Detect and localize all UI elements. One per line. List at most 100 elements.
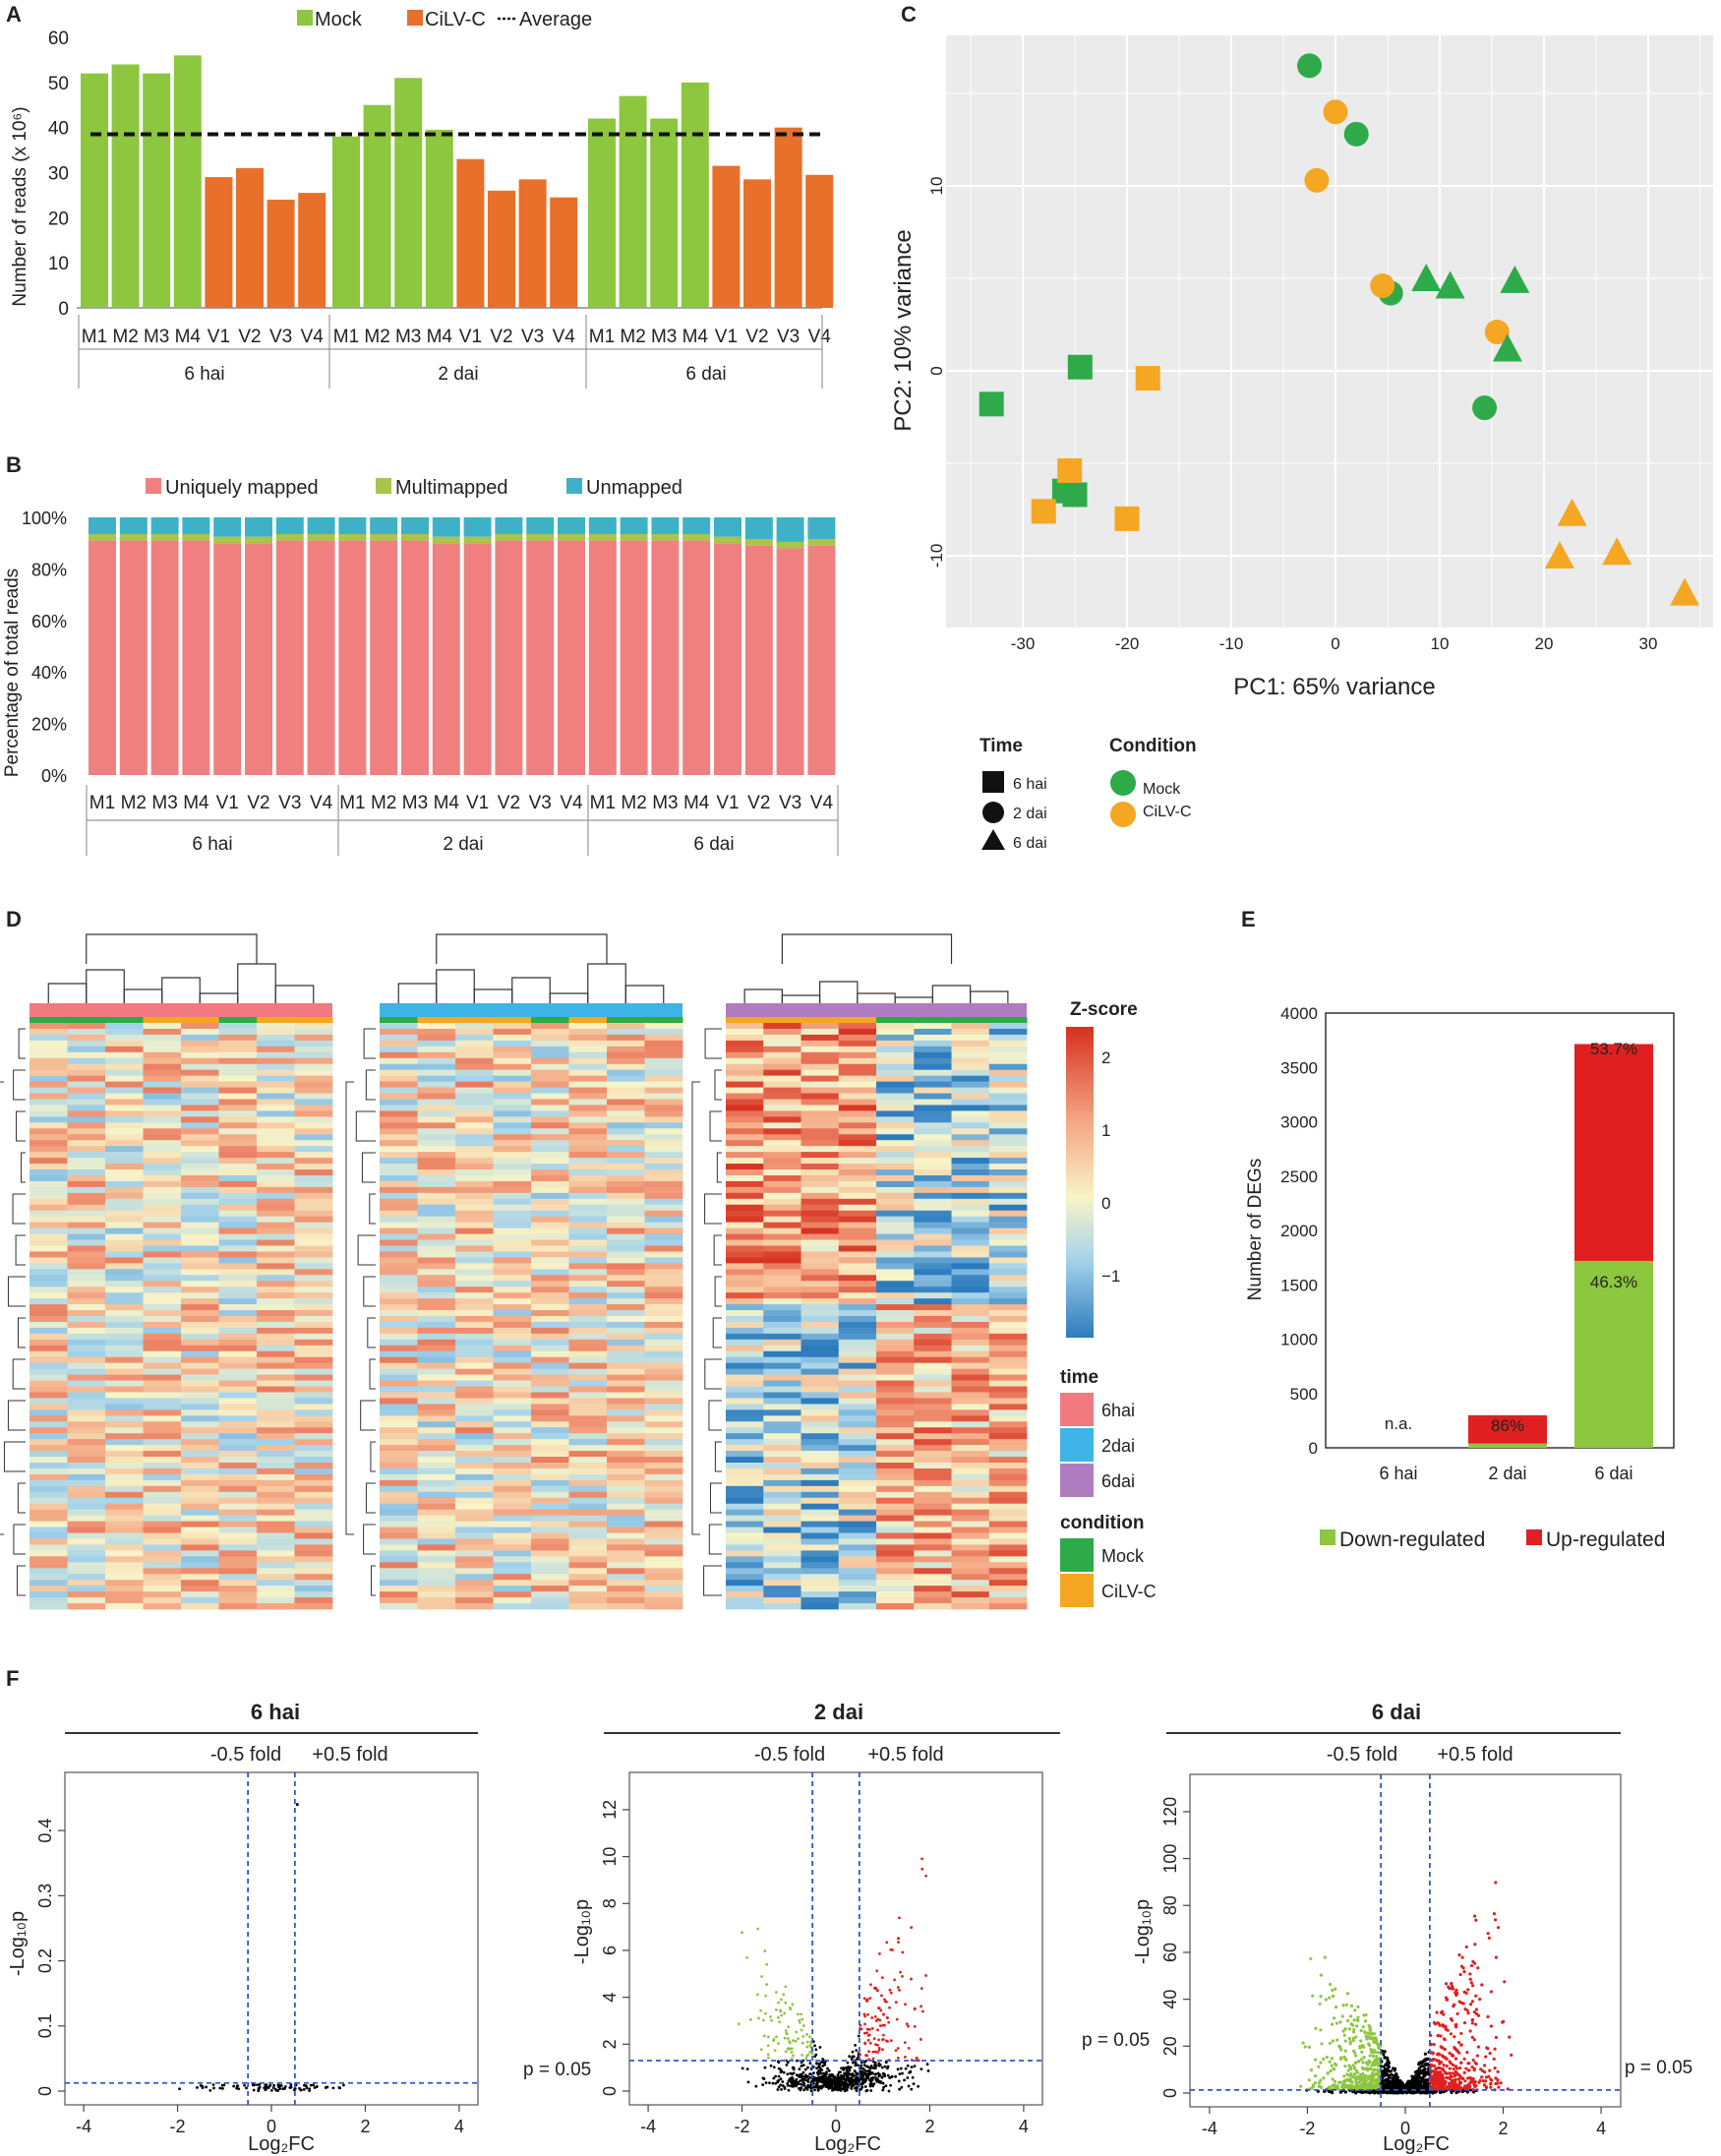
column-dendrogram-branch — [743, 988, 783, 1003]
row-dendrogram-branch — [363, 1028, 376, 1059]
panel-a-ytick: 10 — [48, 254, 69, 274]
heatmap-cell — [67, 1251, 106, 1258]
heatmap-cell — [726, 1204, 764, 1212]
heatmap-cell — [455, 1427, 494, 1434]
heatmap-cell — [105, 1415, 144, 1422]
heatmap-cell — [951, 1409, 990, 1416]
volcano-point — [806, 2066, 809, 2069]
heatmap-cell — [914, 1562, 952, 1569]
heatmap-cell — [294, 1532, 333, 1539]
heatmap-cell — [257, 1503, 295, 1511]
volcano-point — [1333, 2016, 1336, 2020]
heatmap-cell — [801, 1485, 840, 1493]
heatmap-cell — [493, 1497, 532, 1505]
panel-b-bar-unmapped — [807, 517, 836, 540]
volcano-point — [1446, 2028, 1450, 2032]
panel-b-bar-unmapped — [495, 517, 523, 535]
heatmap-cell — [644, 1409, 683, 1416]
heatmap-cell — [876, 1568, 915, 1575]
heatmap-cell — [914, 1451, 952, 1458]
volcano-point — [1425, 2078, 1430, 2082]
heatmap-cell — [30, 1169, 68, 1176]
heatmap-cell — [876, 1110, 915, 1117]
heatmap-cell — [801, 1439, 840, 1446]
panel-b-bar-multi — [245, 536, 272, 544]
heatmap-cell — [181, 1321, 219, 1329]
heatmap-cell — [30, 1140, 68, 1147]
heatmap-cell — [455, 1339, 494, 1347]
panel-b-bar-unmapped — [588, 517, 617, 535]
panel-c-xtick: -10 — [1219, 634, 1244, 653]
heatmap-cell — [143, 1415, 182, 1422]
heatmap-cell — [257, 1362, 295, 1370]
heatmap-cell — [143, 1404, 182, 1410]
panel-e-xtick-6hai: 6 hai — [1379, 1464, 1417, 1483]
volcano-point — [813, 2088, 816, 2092]
heatmap-cell — [294, 1210, 333, 1218]
heatmap-cell — [568, 1263, 608, 1270]
heatmap-cell — [763, 1433, 801, 1440]
heatmap-cell — [914, 1550, 952, 1557]
heatmap-cell — [380, 1134, 418, 1141]
volcano-point — [810, 2051, 813, 2055]
heatmap-cell — [143, 1281, 182, 1288]
panel-b-xtick: V2 — [747, 793, 770, 813]
volcano-point — [805, 2040, 809, 2044]
heatmap-cell — [838, 1485, 877, 1493]
heatmap-cell — [568, 1433, 608, 1440]
volcano-point — [1454, 2069, 1457, 2073]
heatmap-cell — [417, 1192, 456, 1200]
volcano-point — [783, 2036, 787, 2040]
heatmap-cell — [417, 1473, 456, 1481]
heatmap-cell — [218, 1269, 258, 1276]
panel-a-xtick: M2 — [364, 327, 389, 347]
heatmap-cell — [531, 1556, 569, 1563]
heatmap-cell — [644, 1023, 683, 1030]
volcano-point — [1484, 2055, 1488, 2059]
heatmap-cell — [531, 1586, 569, 1592]
heatmap-cell — [143, 1515, 182, 1522]
heatmap-cell — [493, 1439, 532, 1446]
heatmap-cell — [67, 1164, 106, 1170]
heatmap-cell — [257, 1046, 295, 1053]
volcano-6hai-p: p = 0.05 — [523, 2060, 591, 2080]
heatmap-cell — [143, 1321, 182, 1329]
heatmap-cell — [455, 1310, 494, 1317]
heatmap-cell — [568, 1158, 608, 1165]
legend-condition-cilv: CiLV-C — [1143, 804, 1192, 820]
heatmap-cell — [143, 1356, 182, 1364]
heatmap-cell — [568, 1521, 608, 1527]
heatmap-cell — [67, 1093, 106, 1100]
heatmap-cell — [455, 1216, 494, 1224]
heatmap-cell — [568, 1233, 608, 1240]
volcano-point — [784, 2050, 788, 2054]
heatmap-cell — [105, 1040, 144, 1048]
heatmap-cell — [30, 1586, 68, 1592]
heatmap-cell — [951, 1263, 990, 1270]
heatmap-cell — [455, 1457, 494, 1464]
heatmap-cell — [726, 1415, 764, 1422]
panel-a-xtick: M4 — [175, 327, 202, 347]
heatmap-cell — [417, 1146, 456, 1153]
heatmap-cell — [380, 1550, 418, 1557]
heatmap-cell — [294, 1028, 333, 1036]
panel-e-label-6dai-up: 53.7% — [1590, 1040, 1637, 1058]
heatmap-cell — [493, 1075, 532, 1082]
heatmap-cell — [644, 1063, 683, 1071]
heatmap-cell — [30, 1023, 68, 1030]
heatmap-cell — [143, 1134, 182, 1141]
heatmap-cell — [644, 1034, 683, 1042]
volcano-point — [800, 2086, 803, 2090]
column-dendrogram-branch — [436, 969, 475, 1003]
heatmap-cell — [143, 1304, 182, 1311]
heatmap-cell — [417, 1603, 456, 1610]
heatmap-cell — [988, 1421, 1028, 1428]
heatmap-cell — [67, 1562, 106, 1569]
heatmap-cell — [838, 1057, 877, 1065]
heatmap-cell — [801, 1479, 840, 1487]
panel-a-ytick: 40 — [48, 119, 69, 140]
volcano-point — [763, 2066, 767, 2069]
volcano-point — [860, 2064, 863, 2067]
heatmap-cell — [801, 1509, 840, 1517]
volcano-point — [896, 2047, 900, 2050]
